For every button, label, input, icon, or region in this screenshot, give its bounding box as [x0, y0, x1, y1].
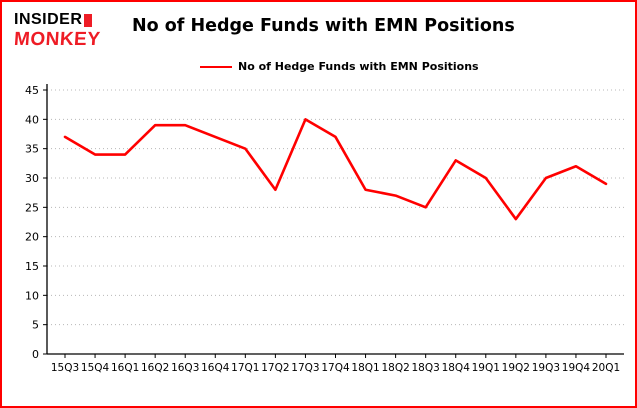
svg-text:16Q3: 16Q3 — [171, 362, 199, 374]
svg-text:5: 5 — [32, 319, 39, 332]
chart-title: No of Hedge Funds with EMN Positions — [132, 16, 515, 36]
logo-cursor-icon — [84, 13, 93, 27]
svg-text:20Q1: 20Q1 — [592, 362, 620, 374]
svg-text:0: 0 — [32, 348, 39, 361]
svg-text:19Q1: 19Q1 — [472, 362, 500, 374]
svg-text:17Q2: 17Q2 — [261, 362, 289, 374]
svg-text:35: 35 — [25, 143, 39, 156]
svg-text:17Q1: 17Q1 — [231, 362, 259, 374]
svg-text:18Q2: 18Q2 — [381, 362, 409, 374]
svg-text:16Q2: 16Q2 — [141, 362, 169, 374]
svg-text:20: 20 — [25, 231, 39, 244]
svg-text:30: 30 — [25, 172, 39, 185]
logo-insider-word: INSIDER — [14, 11, 83, 28]
svg-text:16Q4: 16Q4 — [201, 362, 230, 374]
svg-text:45: 45 — [25, 84, 39, 97]
svg-text:40: 40 — [25, 113, 39, 126]
svg-text:17Q4: 17Q4 — [321, 362, 350, 374]
svg-text:25: 25 — [25, 201, 39, 214]
svg-text:19Q4: 19Q4 — [562, 362, 591, 374]
svg-text:15Q3: 15Q3 — [51, 362, 79, 374]
svg-text:19Q3: 19Q3 — [532, 362, 560, 374]
legend-line-icon — [200, 65, 232, 68]
svg-text:15Q4: 15Q4 — [81, 362, 110, 374]
legend-label: No of Hedge Funds with EMN Positions — [238, 60, 479, 73]
svg-text:17Q3: 17Q3 — [291, 362, 319, 374]
legend: No of Hedge Funds with EMN Positions — [200, 60, 479, 73]
logo-text-insider: INSIDER — [14, 12, 100, 28]
svg-text:18Q4: 18Q4 — [442, 362, 471, 374]
svg-text:10: 10 — [25, 289, 39, 302]
svg-text:18Q3: 18Q3 — [412, 362, 440, 374]
svg-text:16Q1: 16Q1 — [111, 362, 139, 374]
svg-text:19Q2: 19Q2 — [502, 362, 530, 374]
svg-text:15: 15 — [25, 260, 39, 273]
insider-monkey-logo: INSIDER MONKEY — [13, 12, 101, 51]
svg-text:18Q1: 18Q1 — [351, 362, 379, 374]
